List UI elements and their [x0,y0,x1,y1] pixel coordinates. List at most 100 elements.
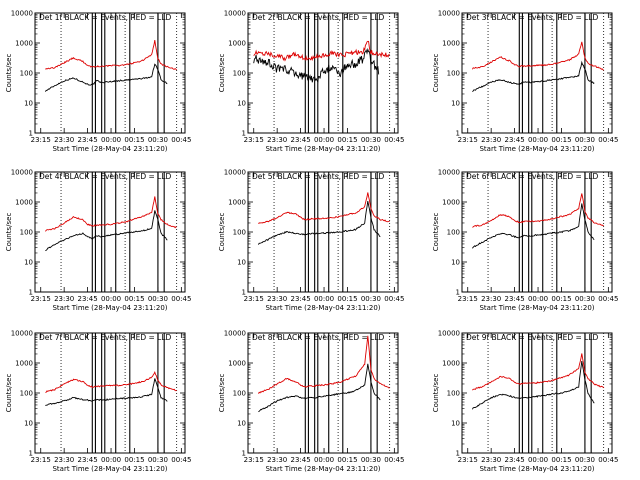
x-tick-label: 00:30 [361,136,381,144]
x-tick-label: 00:00 [101,456,121,464]
x-axis-label: Start Time (28-May-04 23:11:20) [52,465,167,473]
detector-plot-4: Det 4f BLACK = Events, RED = LLD11010010… [5,169,191,313]
plot-frame [461,332,613,454]
x-axis-label: Start Time (28-May-04 23:11:20) [52,145,167,153]
y-tick-label: 1000 [15,199,33,207]
x-tick-label: 00:45 [384,295,404,303]
plot-frame [247,332,399,454]
x-tick-label: 23:45 [291,456,311,464]
plot-frame [247,12,399,134]
y-axis-label: Counts/sec [5,213,13,252]
y-tick-label: 100 [233,70,246,78]
events-series-line [45,210,168,252]
x-tick-label: 23:15 [458,295,478,303]
y-tick-label: 100 [447,70,460,78]
x-tick-label: 00:30 [575,295,595,303]
detector-plot-6: Det 6f BLACK = Events, RED = LLD11010010… [432,169,618,313]
x-tick-label: 23:15 [458,456,478,464]
x-tick-label: 23:30 [54,295,74,303]
y-tick-label: 1000 [228,360,246,368]
x-tick-label: 00:45 [171,295,191,303]
y-tick-label: 1 [456,450,460,458]
plot-frame [461,171,613,293]
y-tick-label: 10 [451,100,460,108]
lld-series-line [45,370,177,393]
x-tick-label: 00:30 [361,456,381,464]
y-tick-label: 10 [24,100,33,108]
lld-series-line [472,353,605,391]
x-tick-label: 00:00 [101,136,121,144]
events-series-line [253,47,380,83]
x-tick-label: 23:15 [31,456,51,464]
y-tick-label: 100 [447,229,460,237]
events-series-line [258,201,381,245]
y-tick-label: 10000 [224,10,246,18]
y-tick-label: 10 [24,259,33,267]
detector-plot-2: Det 2f BLACK = Events, RED = LLD11010010… [218,10,404,154]
x-tick-label: 00:15 [124,456,144,464]
events-series-line [472,60,595,93]
lld-series-line [45,40,177,71]
x-tick-label: 23:15 [244,456,264,464]
x-axis-label: Start Time (28-May-04 23:11:20) [265,465,380,473]
x-tick-label: 00:45 [384,136,404,144]
y-tick-label: 10000 [438,169,460,177]
x-tick-label: 00:00 [314,136,334,144]
y-tick-label: 1 [456,289,460,297]
x-tick-label: 00:00 [314,456,334,464]
y-axis-label: Counts/sec [432,54,440,93]
x-tick-label: 23:15 [31,295,51,303]
y-tick-label: 10 [24,420,33,428]
y-tick-label: 1000 [15,40,33,48]
y-axis-label: Counts/sec [218,54,226,93]
y-axis-label: Counts/sec [5,54,13,93]
plot-frame [461,12,613,134]
y-tick-label: 1 [242,130,246,138]
y-axis-label: Counts/sec [432,213,440,252]
x-tick-label: 00:30 [575,456,595,464]
x-axis-label: Start Time (28-May-04 23:11:20) [479,304,594,312]
y-tick-label: 10 [237,420,246,428]
lld-series-line [258,335,390,394]
x-tick-label: 00:15 [551,456,571,464]
y-tick-label: 100 [20,229,33,237]
x-tick-label: 00:15 [337,295,357,303]
y-tick-label: 100 [20,70,33,78]
x-tick-label: 23:45 [291,136,311,144]
y-tick-label: 10 [451,420,460,428]
x-tick-label: 23:45 [78,456,98,464]
x-tick-label: 00:15 [124,136,144,144]
x-tick-label: 00:30 [148,295,168,303]
y-axis-label: Counts/sec [432,374,440,413]
x-tick-label: 23:15 [458,136,478,144]
x-tick-label: 23:15 [244,295,264,303]
x-axis-label: Start Time (28-May-04 23:11:20) [479,145,594,153]
y-tick-label: 10 [237,100,246,108]
y-tick-label: 1000 [228,199,246,207]
x-tick-label: 00:30 [575,136,595,144]
events-series-line [45,63,168,92]
y-tick-label: 1 [242,450,246,458]
x-tick-label: 00:45 [171,136,191,144]
x-tick-label: 23:45 [505,136,525,144]
detector-plot-5: Det 5f BLACK = Events, RED = LLD11010010… [218,169,404,313]
y-tick-label: 10000 [11,330,33,338]
x-axis-label: Start Time (28-May-04 23:11:20) [52,304,167,312]
y-tick-label: 10000 [224,330,246,338]
y-tick-label: 10 [451,259,460,267]
x-tick-label: 23:30 [481,136,501,144]
events-series-line [472,203,595,249]
x-tick-label: 23:15 [31,136,51,144]
lld-series-line [253,40,390,62]
y-tick-label: 1 [29,289,33,297]
y-tick-label: 100 [447,390,460,398]
x-tick-label: 00:30 [361,295,381,303]
x-tick-label: 00:00 [314,295,334,303]
x-tick-label: 00:15 [337,456,357,464]
x-tick-label: 23:45 [505,456,525,464]
y-tick-label: 10 [237,259,246,267]
x-tick-label: 00:45 [171,456,191,464]
x-tick-label: 23:30 [267,295,287,303]
x-tick-label: 23:30 [267,136,287,144]
x-tick-label: 00:15 [551,136,571,144]
